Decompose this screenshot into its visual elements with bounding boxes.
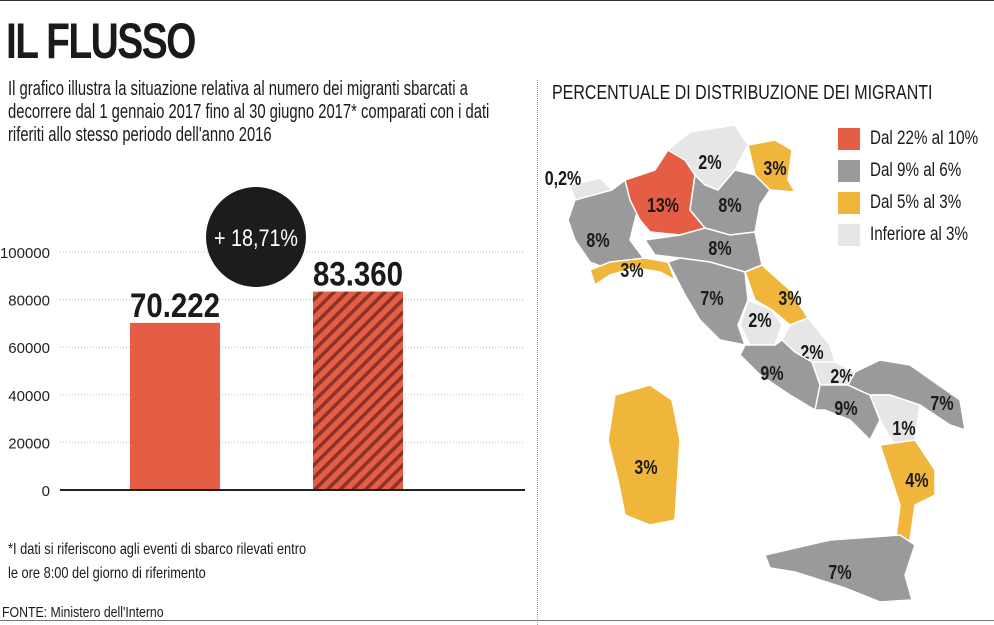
region-value-label: 3% bbox=[778, 287, 801, 309]
region-value-label: 8% bbox=[718, 194, 741, 216]
region-value-label: 0,2% bbox=[545, 167, 581, 189]
page-title: IL FLUSSO bbox=[6, 13, 196, 69]
region-value-label: 1% bbox=[892, 417, 915, 439]
region-toscana bbox=[666, 257, 749, 346]
top-rule bbox=[0, 0, 994, 1]
region-value-label: 2% bbox=[698, 151, 721, 173]
bar-2016 bbox=[130, 322, 220, 490]
legend-swatch bbox=[838, 224, 860, 246]
legend-item: Inferiore al 3% bbox=[838, 219, 994, 251]
legend-item: Dal 22% al 10% bbox=[838, 123, 994, 155]
region-liguria bbox=[589, 257, 677, 287]
source: FONTE: Ministero dell'Interno bbox=[2, 604, 164, 621]
region-value-label: 8% bbox=[586, 229, 609, 251]
legend-swatch bbox=[838, 128, 860, 150]
legend-item: Dal 5% al 3% bbox=[838, 187, 994, 219]
map-title: PERCENTUALE DI DISTRIBUZIONE DEI MIGRANT… bbox=[552, 82, 933, 104]
region-puglia bbox=[846, 359, 966, 432]
legend-label: Inferiore al 3% bbox=[870, 224, 969, 245]
bottom-rule bbox=[0, 620, 994, 621]
region-value-label: 9% bbox=[834, 397, 857, 419]
footnote-line-1: *I dati si riferiscono agli eventi di sb… bbox=[8, 541, 307, 558]
legend-item: Dal 9% al 6% bbox=[838, 155, 994, 187]
legend-swatch bbox=[838, 192, 860, 214]
region-value-label: 13% bbox=[647, 194, 679, 216]
change-badge-label: + 18,71% bbox=[214, 225, 298, 252]
region-sardegna bbox=[607, 384, 681, 526]
region-value-label: 8% bbox=[708, 237, 731, 259]
region-sicilia bbox=[763, 534, 916, 603]
y-tick-label: 60000 bbox=[8, 340, 50, 357]
y-tick-label: 100000 bbox=[0, 245, 50, 262]
y-tick-label: 80000 bbox=[8, 293, 50, 310]
legend-label: Dal 5% al 3% bbox=[870, 192, 962, 213]
region-value-label: 7% bbox=[700, 287, 723, 309]
legend-swatch bbox=[838, 160, 860, 182]
y-tick-label: 0 bbox=[42, 483, 50, 500]
footnote-line-2: le ore 8:00 del giorno di riferimento bbox=[8, 565, 206, 582]
bar-data-label: 83.360 bbox=[313, 256, 403, 294]
bar-2017 bbox=[313, 291, 403, 490]
region-value-label: 7% bbox=[828, 561, 851, 583]
description: Il grafico illustra la situazione relati… bbox=[8, 78, 490, 146]
map-legend: Dal 22% al 10% Dal 9% al 6% Dal 5% al 3% In… bbox=[838, 123, 994, 251]
region-value-label: 3% bbox=[763, 157, 786, 179]
region-value-label: 7% bbox=[930, 392, 953, 414]
region-value-label: 4% bbox=[905, 469, 928, 491]
y-tick-label: 40000 bbox=[8, 388, 50, 405]
region-value-label: 2% bbox=[748, 309, 771, 331]
region-calabria bbox=[879, 439, 936, 547]
footnote: *I dati si riferiscono agli eventi di sb… bbox=[8, 538, 408, 586]
legend-label: Dal 9% al 6% bbox=[870, 160, 962, 181]
divider bbox=[537, 80, 538, 625]
y-tick-label: 20000 bbox=[8, 435, 50, 452]
change-badge bbox=[206, 187, 306, 287]
bar-data-label: 70.222 bbox=[130, 287, 220, 325]
region-value-label: 3% bbox=[634, 456, 657, 478]
region-value-label: 2% bbox=[830, 365, 853, 387]
legend-label: Dal 22% al 10% bbox=[870, 128, 979, 149]
region-value-label: 3% bbox=[620, 259, 643, 281]
region-value-label: 9% bbox=[760, 362, 783, 384]
